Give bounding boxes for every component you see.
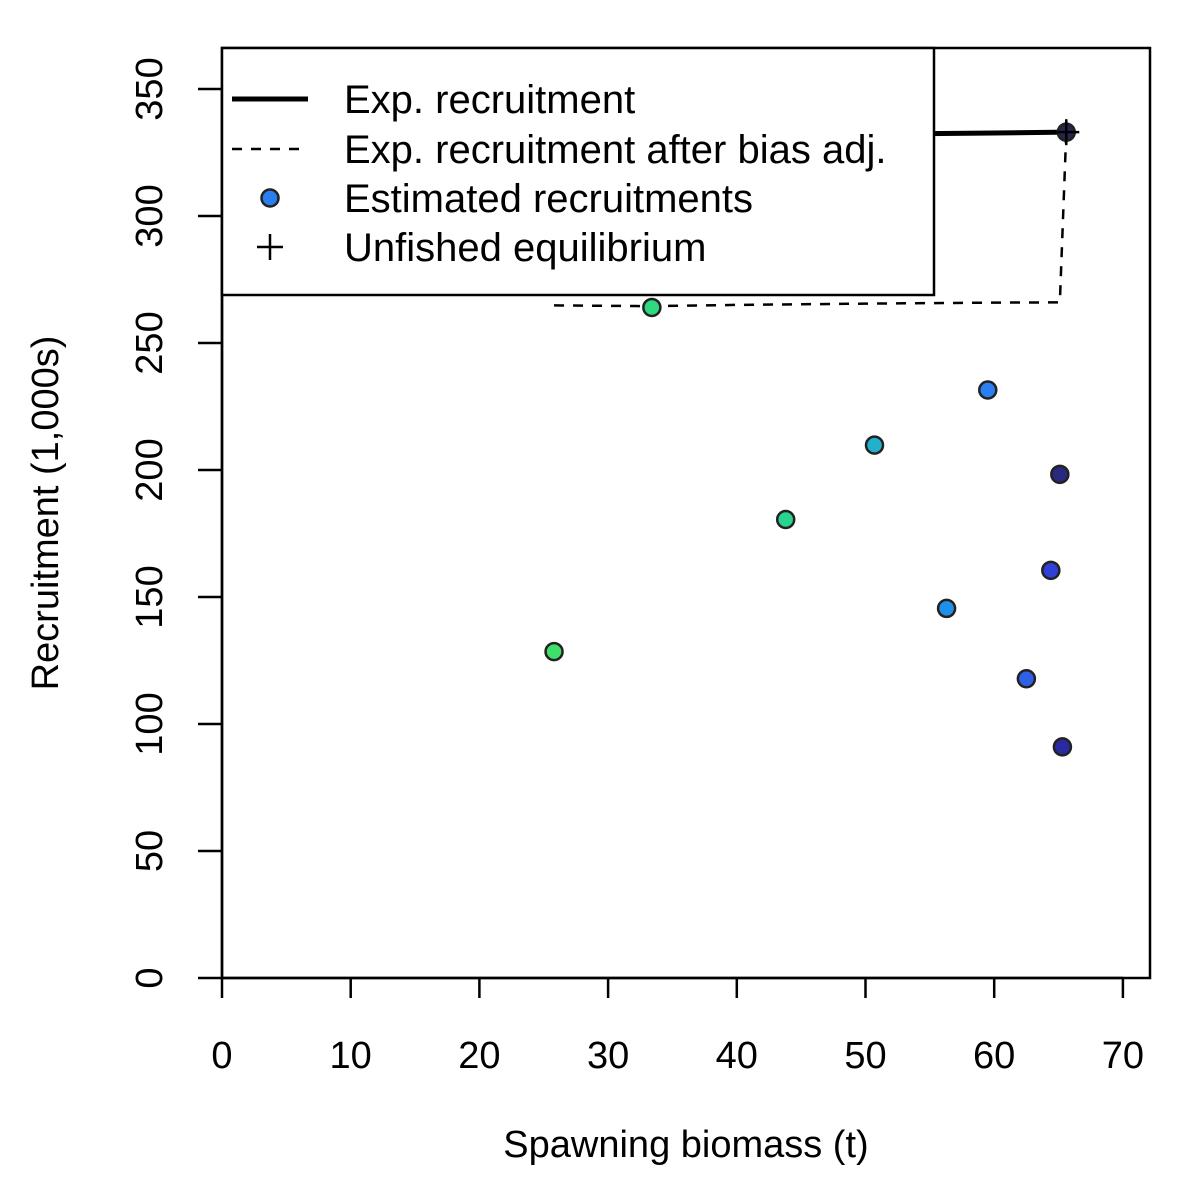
recruitment-point bbox=[864, 435, 885, 455]
legend-box bbox=[220, 46, 936, 297]
y-tick-label: 150 bbox=[129, 565, 171, 628]
y-tick-label: 300 bbox=[129, 184, 171, 247]
y-tick-label: 200 bbox=[129, 438, 171, 501]
recruitment-point bbox=[936, 598, 957, 619]
x-tick-label: 10 bbox=[330, 1035, 372, 1077]
y-tick-label: 100 bbox=[129, 692, 171, 755]
y-axis-title: Recruitment (1,000s) bbox=[25, 336, 67, 691]
recruitment-point bbox=[775, 509, 796, 530]
x-tick-label: 60 bbox=[973, 1035, 1015, 1077]
x-tick-label: 70 bbox=[1102, 1035, 1144, 1077]
x-tick-label: 0 bbox=[211, 1035, 232, 1077]
legend-plus-icon bbox=[257, 234, 283, 260]
y-tick-label: 350 bbox=[129, 57, 171, 120]
recruitment-point bbox=[642, 297, 662, 318]
legend-circle-icon bbox=[260, 188, 280, 208]
unfished-equilibrium-marker bbox=[1053, 119, 1080, 146]
x-axis-title: Spawning biomass (t) bbox=[503, 1124, 868, 1166]
legend-label: Exp. recruitment bbox=[344, 78, 635, 122]
recruitment-point bbox=[1041, 560, 1061, 581]
axes: 0 10 20 30 40 50 60 70 0 50 100 150 200 250 300 350 bbox=[129, 57, 1144, 1077]
y-tick-label: 50 bbox=[129, 830, 171, 872]
x-tick-label: 40 bbox=[716, 1035, 758, 1077]
recruitment-point bbox=[1050, 464, 1070, 485]
y-tick-label: 250 bbox=[129, 311, 171, 374]
x-tick-label: 20 bbox=[458, 1035, 500, 1077]
x-tick-label: 50 bbox=[844, 1035, 886, 1077]
legend-label: Estimated recruitments bbox=[344, 177, 753, 221]
recruitment-point bbox=[1016, 669, 1037, 689]
x-tick-label: 30 bbox=[587, 1035, 629, 1077]
legend-label: Unfished equilibrium bbox=[344, 226, 706, 270]
recruitment-point bbox=[544, 641, 564, 662]
legend: Exp. recruitment Exp. recruitment after b… bbox=[220, 46, 936, 297]
y-tick-label: 0 bbox=[129, 967, 171, 988]
legend-label: Exp. recruitment after bias adj. bbox=[344, 128, 886, 172]
recruitment-point bbox=[978, 380, 998, 400]
recruitment-point bbox=[1052, 737, 1073, 757]
